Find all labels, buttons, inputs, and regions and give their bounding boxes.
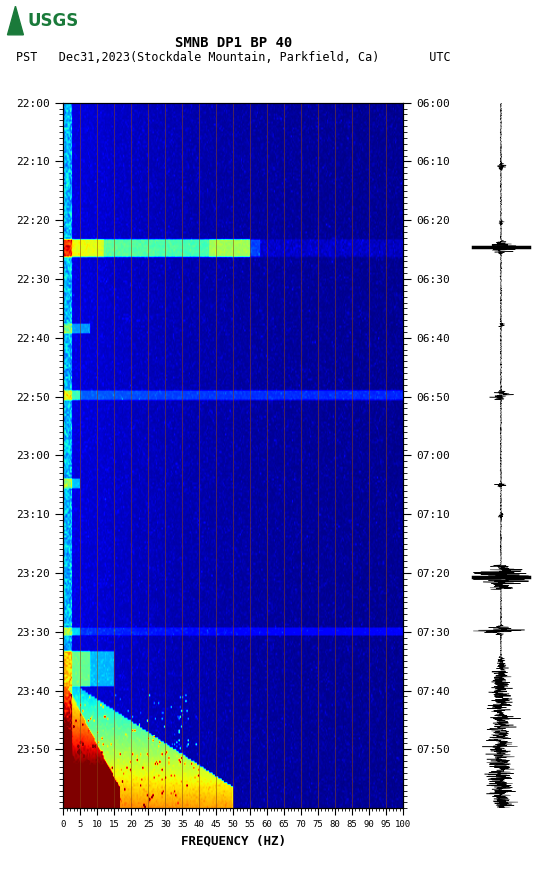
Text: SMNB DP1 BP 40: SMNB DP1 BP 40 (174, 36, 292, 50)
Text: USGS: USGS (28, 12, 78, 29)
X-axis label: FREQUENCY (HZ): FREQUENCY (HZ) (181, 835, 286, 847)
Polygon shape (8, 6, 23, 35)
Text: PST   Dec31,2023(Stockdale Mountain, Parkfield, Ca)       UTC: PST Dec31,2023(Stockdale Mountain, Parkf… (16, 51, 450, 63)
